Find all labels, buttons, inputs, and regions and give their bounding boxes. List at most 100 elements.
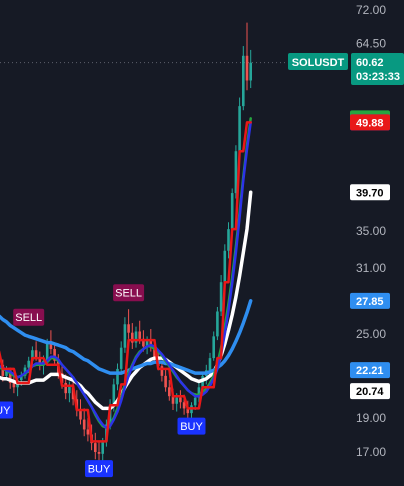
- candle-body: [197, 387, 201, 398]
- countdown-label: 03:23:33: [356, 71, 400, 83]
- candle-body: [160, 366, 164, 376]
- candle-body: [245, 55, 249, 81]
- buy-signal-bg: [177, 417, 206, 435]
- buy-signal-label: BUY: [88, 464, 111, 476]
- candle-body: [134, 331, 138, 343]
- price-tag-value: 27.85: [356, 296, 384, 308]
- candle-body: [179, 397, 182, 403]
- price-axis[interactable]: 72.00 64.50 35.00 31.00 25.00 19.00 17.00: [356, 3, 386, 459]
- candle-body: [168, 387, 171, 397]
- candle-body: [186, 408, 190, 414]
- candle-body: [60, 373, 64, 383]
- candle-body: [171, 396, 175, 404]
- candle-body: [27, 360, 30, 368]
- price-tag: 22.21: [350, 362, 390, 379]
- candle-body: [219, 282, 223, 312]
- price-tag-bg: [350, 383, 390, 400]
- candle-body: [49, 343, 53, 349]
- candle-body: [34, 350, 38, 359]
- candle-body: [38, 358, 42, 365]
- last-price-label: 60.62: [356, 57, 384, 69]
- candle-body: [212, 336, 215, 359]
- buy-signal-bg: [85, 460, 113, 478]
- price-axis-tick: 31.00: [356, 261, 386, 275]
- candle-body: [97, 452, 101, 454]
- price-tag-bg: [350, 184, 390, 201]
- indicator-lines-layer: [0, 117, 253, 443]
- candle-body: [208, 358, 212, 371]
- price-axis-tick: 17.00: [356, 445, 386, 459]
- candle-body: [249, 62, 252, 81]
- candle-body: [94, 443, 97, 452]
- candle-body: [145, 340, 149, 347]
- price-tag-bg: [350, 292, 390, 309]
- sell-signal: SELL: [113, 284, 145, 302]
- candle-body: [112, 384, 116, 406]
- indicator-line-5: [0, 121, 252, 443]
- sell-signal: SELL: [13, 308, 45, 326]
- candle-body: [20, 375, 23, 381]
- candle-body: [142, 338, 145, 347]
- buy-signal: BUY: [85, 460, 113, 478]
- candle-body: [45, 343, 49, 361]
- candle-body: [175, 397, 178, 404]
- last-price-tag-bg: [351, 53, 404, 85]
- symbol-tag-bg: [288, 53, 348, 70]
- candle-body: [1, 364, 5, 376]
- candle-body: [234, 151, 238, 194]
- buy-signal-label: BUY: [0, 405, 11, 417]
- price-axis-tick: 64.50: [356, 37, 386, 51]
- symbol-tag: SOLUSDT 60.62 03:23:33: [288, 53, 404, 85]
- candle-body: [227, 229, 230, 251]
- price-axis-tick: 19.00: [356, 411, 386, 425]
- price-tag: 27.85: [350, 292, 390, 309]
- candle-body: [164, 375, 167, 388]
- candle-body: [119, 347, 123, 369]
- symbol-label: SOLUSDT: [292, 57, 345, 69]
- candle-body: [223, 250, 227, 283]
- candle-body: [101, 441, 104, 454]
- price-axis-tick: 35.00: [356, 224, 386, 238]
- candle-body: [230, 193, 234, 230]
- candle-body: [216, 311, 219, 337]
- candle-body: [86, 429, 90, 435]
- price-tag-value: 39.70: [356, 187, 384, 199]
- candle-body: [116, 368, 119, 385]
- candle-body: [238, 106, 241, 152]
- price-axis-tick: 25.00: [356, 327, 386, 341]
- candle-body: [79, 409, 82, 420]
- price-tag-bg: [350, 114, 390, 131]
- candle-body: [5, 370, 8, 376]
- candle-body: [242, 55, 245, 107]
- candle-body: [82, 419, 86, 430]
- signals-layer: SELL SELL BUY BUY BUY: [0, 284, 206, 478]
- price-tag-value: 49.88: [356, 117, 384, 129]
- price-tag: 39.70: [350, 184, 390, 201]
- price-tag-value: 20.74: [356, 386, 384, 398]
- candle-body: [12, 382, 16, 388]
- sell-signal-label: SELL: [15, 312, 42, 324]
- candle-body: [193, 397, 197, 406]
- candle-body: [182, 402, 186, 409]
- sell-signal-bg: [13, 308, 45, 326]
- candle-body: [131, 332, 134, 343]
- indicator-line-2: [0, 299, 253, 375]
- price-tag-value: 22.21: [356, 365, 384, 377]
- buy-signal: BUY: [0, 401, 14, 419]
- price-tag: 49.88: [350, 114, 390, 131]
- candle-body: [53, 348, 56, 361]
- candle-body: [64, 382, 67, 394]
- candle-body: [8, 370, 12, 383]
- sell-signal-bg: [113, 284, 145, 302]
- buy-signal: BUY: [177, 417, 206, 435]
- buy-signal-bg: [0, 401, 14, 419]
- price-tag-bg: [350, 362, 390, 379]
- candle-body: [127, 324, 130, 333]
- candle-body: [68, 385, 71, 394]
- price-tag: 20.74: [350, 383, 390, 400]
- price-axis-tick: 72.00: [356, 3, 386, 17]
- candle-body: [123, 324, 127, 348]
- candle-body: [153, 347, 156, 360]
